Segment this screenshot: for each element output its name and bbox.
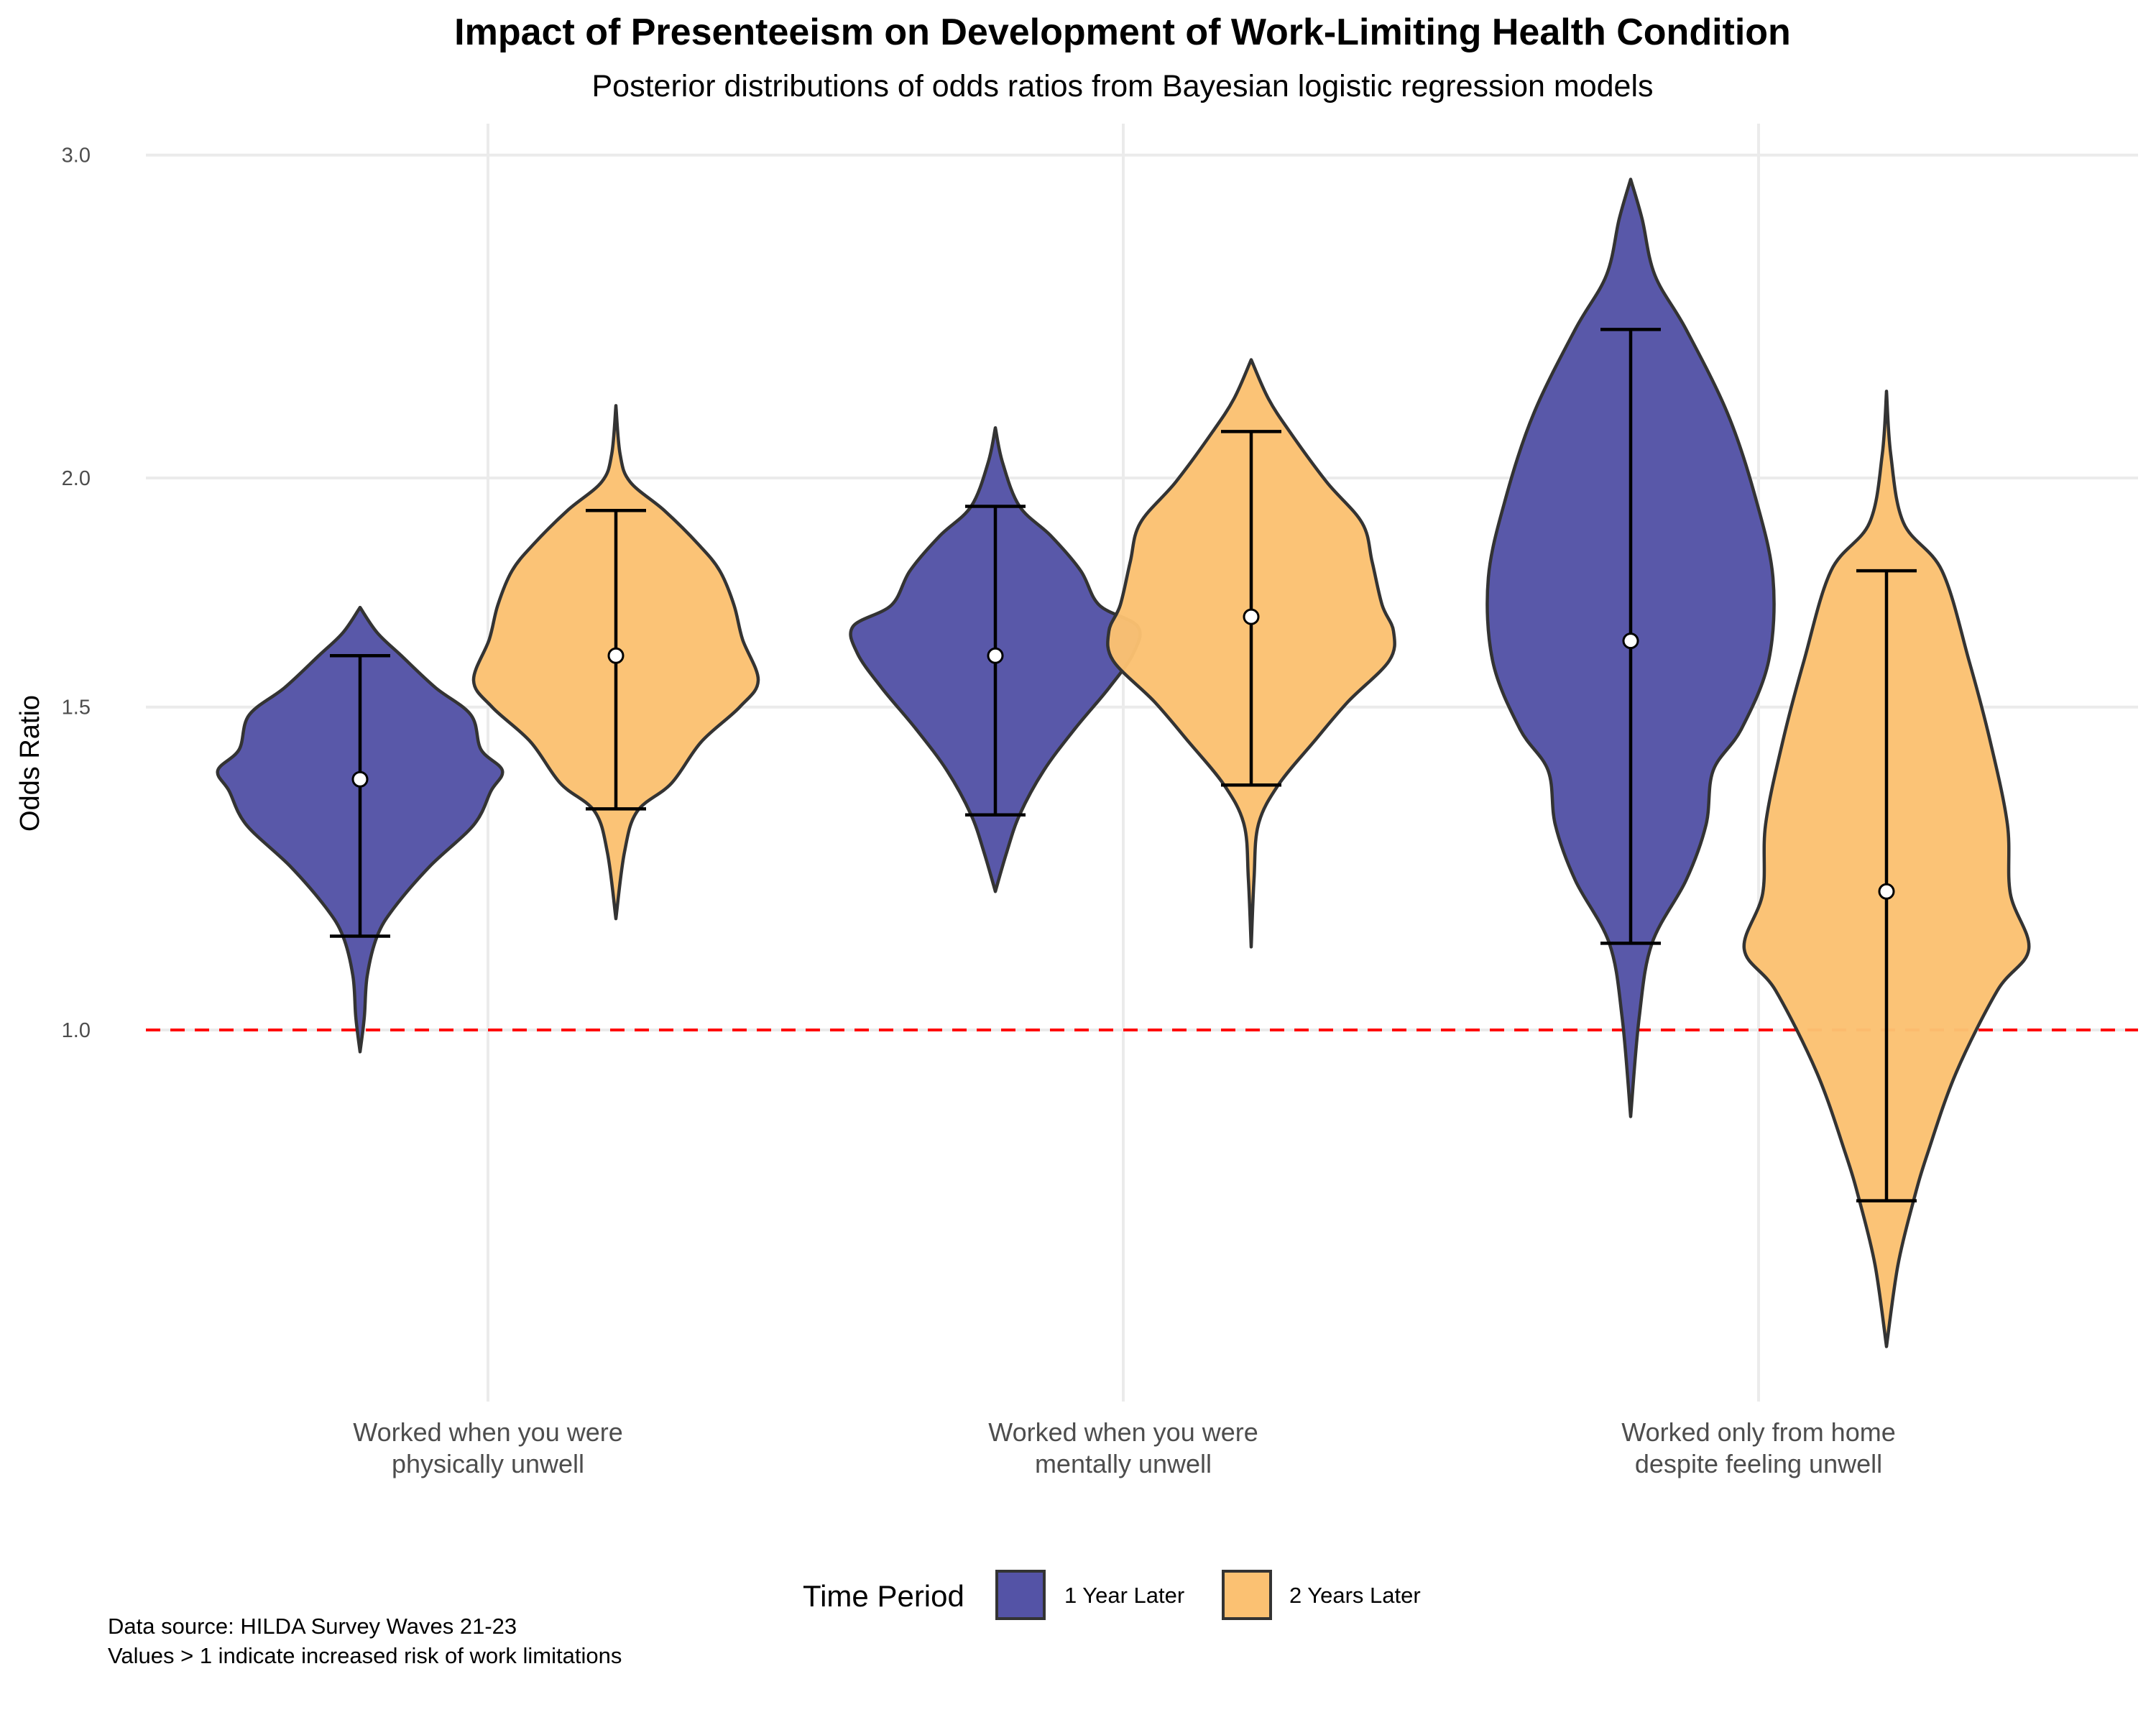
violin-2-years [471,404,760,921]
legend-label-1-year: 1 Year Later [1064,1583,1184,1608]
x-tick-label: despite feeling unwell [1635,1449,1882,1478]
violins-group [216,178,2031,1348]
x-tick-label: Worked only from home [1621,1417,1895,1447]
violin-1-year [849,426,1142,893]
y-tick-label: 1.5 [62,696,91,719]
legend: Time Period 1 Year Later 2 Years Later [803,1570,1421,1620]
violin-1-year [1485,178,1776,1118]
x-tick-label: Worked when you were [353,1417,623,1447]
x-tick-label: Worked when you were [988,1417,1258,1447]
chart-subtitle: Posterior distributions of odds ratios f… [592,69,1654,104]
legend-title: Time Period [803,1579,964,1613]
legend-key-2-years [1222,1570,1272,1620]
x-tick-label: mentally unwell [1035,1449,1212,1478]
y-tick-label: 2.0 [62,467,91,490]
violin-1-year [216,605,505,1054]
median-point [607,647,625,664]
violin-2-years [1742,390,2031,1348]
legend-label-2-years: 2 Years Later [1289,1583,1421,1608]
y-axis-ticks: 1.0 1.5 2.0 3.0 [62,144,91,1042]
legend-key-1-year [995,1570,1046,1620]
median-point [1878,883,1895,900]
y-axis-title: Odds Ratio [15,695,45,832]
x-tick-label: physically unwell [392,1449,584,1478]
caption-line-2: Values > 1 indicate increased risk of wo… [108,1643,622,1668]
y-tick-label: 3.0 [62,144,91,167]
chart-title: Impact of Presenteeism on Development of… [454,12,1791,53]
caption-line-1: Data source: HILDA Survey Waves 21-23 [108,1614,517,1639]
median-point [1622,632,1639,650]
median-point [987,647,1004,664]
median-point [1243,608,1260,625]
y-tick-label: 1.0 [62,1019,91,1042]
median-point [351,770,369,788]
violin-2-years [1106,358,1396,949]
